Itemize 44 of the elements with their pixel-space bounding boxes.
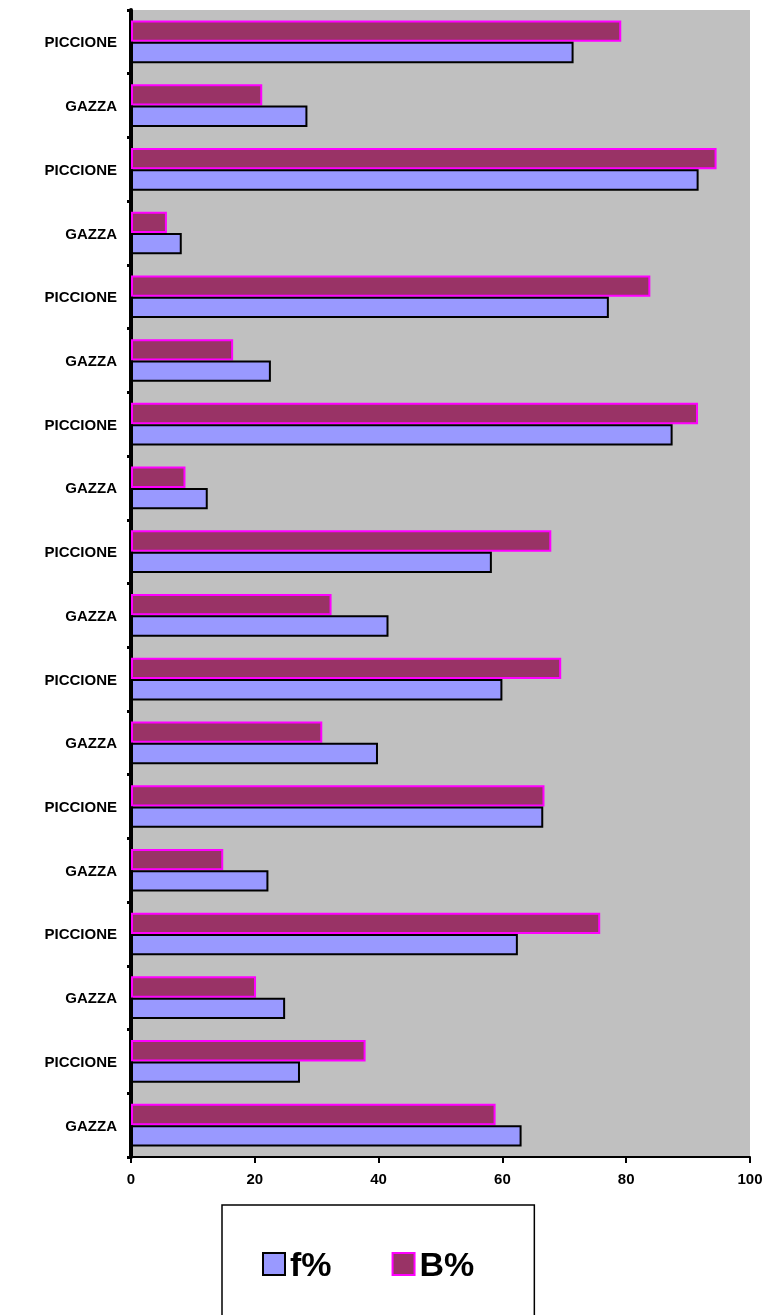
x-tick-label: 100 bbox=[737, 1170, 763, 1187]
bar bbox=[131, 466, 186, 488]
bar bbox=[131, 84, 263, 106]
y-tick-label: PICCIONE bbox=[44, 33, 117, 51]
x-tick-label: 60 bbox=[494, 1170, 511, 1187]
y-tick-label: GAZZA bbox=[65, 351, 118, 369]
bar bbox=[131, 20, 622, 42]
bar bbox=[131, 1040, 366, 1062]
y-tick-label: GAZZA bbox=[65, 1116, 118, 1134]
legend-label: B% bbox=[419, 1245, 475, 1283]
y-tick-label: PICCIONE bbox=[44, 415, 117, 433]
y-tick-label: PICCIONE bbox=[44, 543, 117, 561]
x-tick-label: 20 bbox=[246, 1170, 264, 1187]
y-tick-label: GAZZA bbox=[65, 734, 118, 752]
y-tick-label: PICCIONE bbox=[44, 1052, 117, 1070]
y-tick-label: PICCIONE bbox=[44, 288, 117, 306]
bar bbox=[131, 275, 651, 297]
bar bbox=[131, 1103, 496, 1126]
bar bbox=[131, 785, 545, 807]
y-tick-label: PICCIONE bbox=[44, 798, 117, 816]
y-tick-label: PICCIONE bbox=[44, 670, 117, 688]
y-tick-label: GAZZA bbox=[65, 989, 118, 1007]
legend-label: f% bbox=[290, 1245, 332, 1283]
bar bbox=[131, 848, 224, 871]
y-tick-label: GAZZA bbox=[65, 479, 118, 497]
y-tick-label: GAZZA bbox=[65, 224, 118, 242]
bar bbox=[131, 912, 601, 934]
x-tick-label: 0 bbox=[126, 1170, 136, 1187]
bar bbox=[131, 530, 552, 552]
bar bbox=[131, 594, 332, 616]
bar bbox=[131, 339, 234, 361]
bar bbox=[131, 721, 323, 743]
y-tick-label: GAZZA bbox=[65, 606, 118, 624]
x-tick-label: 40 bbox=[370, 1170, 387, 1187]
x-tick-label: 80 bbox=[617, 1170, 635, 1187]
y-tick-label: PICCIONE bbox=[44, 925, 117, 943]
bar bbox=[131, 402, 698, 425]
y-tick-label: PICCIONE bbox=[44, 160, 117, 178]
y-tick-label: GAZZA bbox=[65, 97, 118, 115]
bar bbox=[131, 211, 167, 234]
bar bbox=[131, 657, 562, 680]
y-tick-label: GAZZA bbox=[65, 861, 118, 879]
bar bbox=[131, 147, 717, 170]
bar bbox=[131, 976, 257, 998]
